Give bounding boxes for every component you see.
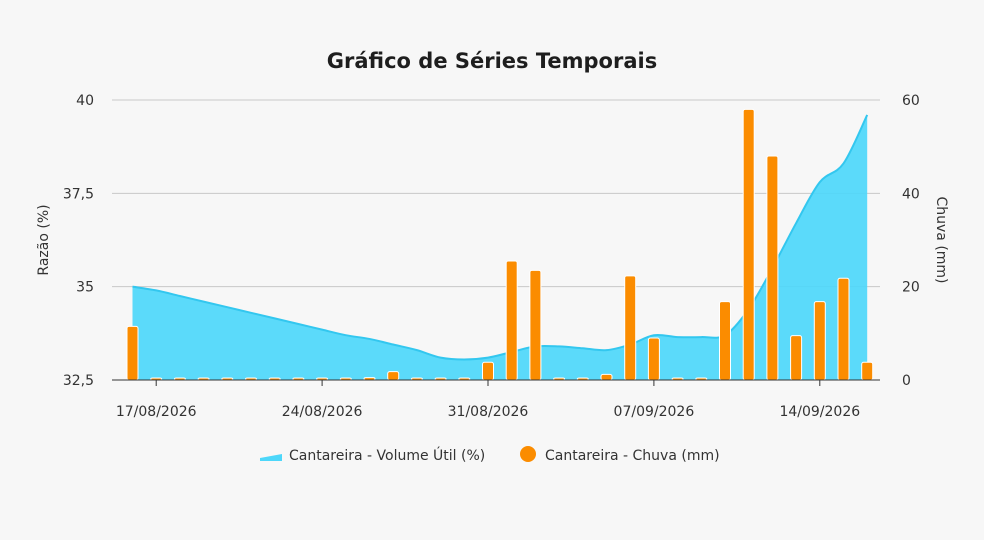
y-right-tick-label: 60 <box>902 93 920 109</box>
rain-bar[interactable] <box>529 269 542 381</box>
legend-item-volume[interactable]: Cantareira - Volume Útil (%) <box>260 446 485 464</box>
chart-title: Gráfico de Séries Temporais <box>327 49 657 73</box>
y-axis-left-title: Razão (%) <box>36 204 52 275</box>
volume-area-fill <box>132 114 868 380</box>
y-axis-right-title: Chuva (mm) <box>933 196 949 283</box>
rain-bar[interactable] <box>861 361 874 381</box>
y-right-tick-label: 40 <box>902 186 920 202</box>
legend-label-volume: Cantareira - Volume Útil (%) <box>289 446 485 464</box>
rain-bar[interactable] <box>482 361 494 381</box>
x-tick-label: 31/08/2026 <box>448 404 529 420</box>
x-tick-label: 07/09/2026 <box>614 404 695 420</box>
x-axis: 17/08/2026 24/08/2026 31/08/2026 07/09/2026… <box>112 379 880 420</box>
rain-bar[interactable] <box>719 301 731 381</box>
rain-bar[interactable] <box>505 260 518 381</box>
rain-bar[interactable] <box>813 301 826 381</box>
rain-bar[interactable] <box>790 335 803 381</box>
rain-bar[interactable] <box>742 108 755 381</box>
rain-bar[interactable] <box>387 371 400 381</box>
volume-area-series[interactable] <box>132 114 869 380</box>
y-right-tick-label: 0 <box>902 373 911 389</box>
legend-label-rain: Cantareira - Chuva (mm) <box>545 448 720 464</box>
y-left-tick-label: 35 <box>76 280 94 296</box>
y-left-tick-label: 37,5 <box>63 186 94 202</box>
rain-bar[interactable] <box>126 325 139 381</box>
legend-item-rain[interactable]: Cantareira - Chuva (mm) <box>520 446 720 464</box>
x-tick-label: 17/08/2026 <box>116 404 197 420</box>
x-tick-label: 24/08/2026 <box>282 404 363 420</box>
y-right-tick-label: 20 <box>902 280 920 296</box>
y-left-tick-label: 40 <box>76 93 94 109</box>
legend: Cantareira - Volume Útil (%) Cantareira … <box>260 446 720 464</box>
rain-bar[interactable] <box>647 337 660 381</box>
x-tick-label: 14/09/2026 <box>779 404 860 420</box>
y-axis-right: 0 20 40 60 <box>902 93 920 389</box>
rain-bar[interactable] <box>600 373 613 381</box>
rain-bar[interactable] <box>766 155 779 381</box>
rain-bar[interactable] <box>624 275 637 381</box>
legend-swatch-rain <box>520 446 536 462</box>
rain-bar[interactable] <box>837 277 850 381</box>
y-left-tick-label: 32,5 <box>63 373 94 389</box>
y-axis-left: 32,5 35 37,5 40 <box>63 93 94 389</box>
legend-swatch-volume <box>260 454 282 461</box>
